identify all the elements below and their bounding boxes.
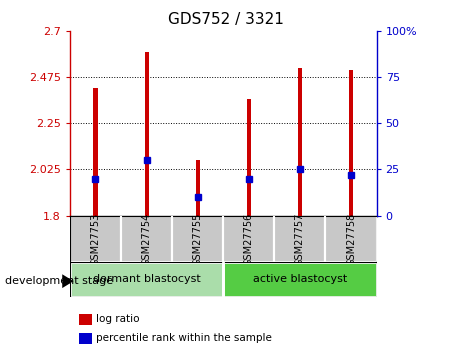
Bar bbox=[70, 216, 121, 262]
Text: GSM27757: GSM27757 bbox=[295, 212, 305, 266]
Bar bbox=[172, 216, 223, 262]
Bar bbox=[70, 262, 223, 297]
Text: dormant blastocyst: dormant blastocyst bbox=[93, 275, 200, 284]
Text: GSM27753: GSM27753 bbox=[91, 212, 101, 266]
Bar bbox=[326, 216, 377, 262]
Text: GSM27756: GSM27756 bbox=[244, 212, 254, 266]
Text: active blastocyst: active blastocyst bbox=[253, 275, 347, 284]
Bar bbox=[274, 216, 326, 262]
Text: development stage: development stage bbox=[5, 276, 113, 286]
Text: GSM27754: GSM27754 bbox=[142, 212, 152, 266]
Text: percentile rank within the sample: percentile rank within the sample bbox=[96, 334, 272, 343]
Bar bbox=[223, 216, 274, 262]
Bar bbox=[196, 160, 200, 216]
Bar bbox=[223, 262, 377, 297]
Bar bbox=[298, 68, 302, 216]
Polygon shape bbox=[62, 274, 74, 288]
Text: GSM27758: GSM27758 bbox=[346, 212, 356, 266]
Bar bbox=[349, 70, 353, 216]
Text: GSM27755: GSM27755 bbox=[193, 212, 202, 266]
Bar bbox=[144, 51, 149, 216]
Bar bbox=[247, 99, 251, 216]
Bar bbox=[121, 216, 172, 262]
Text: GDS752 / 3321: GDS752 / 3321 bbox=[168, 12, 283, 27]
Bar bbox=[93, 88, 97, 216]
Text: log ratio: log ratio bbox=[96, 315, 139, 324]
